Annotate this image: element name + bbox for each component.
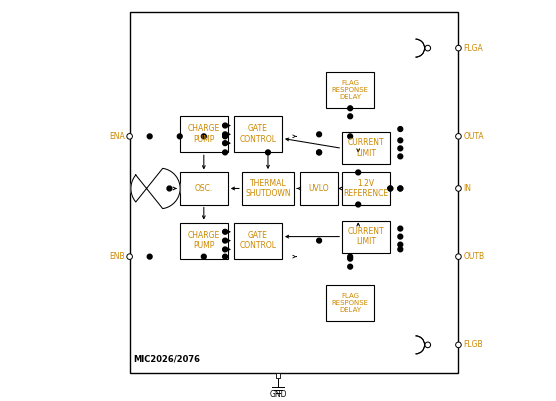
Bar [342, 221, 390, 253]
Circle shape [177, 134, 182, 139]
Circle shape [456, 186, 461, 191]
Circle shape [456, 134, 461, 139]
Circle shape [398, 127, 403, 132]
Text: OUTA: OUTA [463, 132, 484, 141]
Text: FLGB: FLGB [463, 340, 483, 349]
Text: CHARGE
PUMP: CHARGE PUMP [188, 124, 220, 144]
Circle shape [317, 150, 321, 155]
Circle shape [398, 146, 403, 151]
Circle shape [398, 138, 403, 143]
Text: GND: GND [269, 390, 287, 399]
Circle shape [398, 186, 403, 191]
Text: CURRENT
LIMIT: CURRENT LIMIT [348, 227, 385, 247]
Bar [276, 373, 280, 378]
Circle shape [127, 254, 132, 259]
Circle shape [348, 254, 353, 259]
Circle shape [425, 45, 430, 51]
Bar [180, 172, 228, 205]
Circle shape [348, 134, 353, 139]
Circle shape [348, 106, 353, 111]
Bar [342, 132, 390, 164]
Circle shape [222, 134, 227, 139]
Circle shape [425, 342, 430, 348]
Circle shape [356, 202, 361, 207]
Circle shape [456, 342, 461, 348]
Bar [234, 116, 282, 152]
Text: ENB: ENB [109, 252, 125, 261]
Circle shape [222, 254, 227, 259]
Circle shape [356, 170, 361, 175]
Circle shape [348, 114, 353, 119]
Bar [180, 116, 228, 152]
Text: FLGA: FLGA [463, 44, 483, 53]
Circle shape [222, 132, 227, 137]
Circle shape [398, 226, 403, 231]
Circle shape [398, 154, 403, 159]
Bar [300, 172, 338, 205]
Circle shape [348, 256, 353, 261]
Text: IN: IN [463, 184, 471, 193]
Circle shape [201, 134, 206, 139]
Bar [130, 12, 459, 373]
Circle shape [167, 186, 172, 191]
Circle shape [222, 238, 227, 243]
Text: GATE
CONTROL: GATE CONTROL [240, 124, 276, 144]
Bar [326, 285, 374, 321]
Text: GATE
CONTROL: GATE CONTROL [240, 231, 276, 251]
Circle shape [398, 242, 403, 247]
Bar [326, 72, 374, 108]
Text: UVLO: UVLO [309, 184, 329, 193]
Text: OUTB: OUTB [463, 252, 484, 261]
Circle shape [222, 123, 227, 128]
Circle shape [317, 150, 321, 155]
Text: CURRENT
LIMIT: CURRENT LIMIT [348, 138, 385, 158]
Text: MIC2026/2076: MIC2026/2076 [133, 354, 201, 363]
Circle shape [398, 234, 403, 239]
Circle shape [398, 247, 403, 252]
Circle shape [388, 186, 393, 191]
Text: FLAG
RESPONSE
DELAY: FLAG RESPONSE DELAY [332, 292, 369, 313]
Circle shape [222, 229, 227, 234]
Circle shape [222, 150, 227, 155]
Text: THERMAL
SHUTDOWN: THERMAL SHUTDOWN [245, 178, 291, 198]
Text: 1.2V
REFERENCE: 1.2V REFERENCE [344, 178, 389, 198]
Circle shape [398, 186, 403, 191]
Text: CHARGE
PUMP: CHARGE PUMP [188, 231, 220, 251]
Circle shape [266, 150, 270, 155]
Circle shape [456, 254, 461, 259]
Bar [180, 223, 228, 259]
Circle shape [388, 186, 393, 191]
Circle shape [317, 238, 321, 243]
Polygon shape [405, 336, 425, 354]
Circle shape [222, 141, 227, 146]
Circle shape [201, 254, 206, 259]
Bar [242, 172, 294, 205]
Polygon shape [405, 39, 425, 57]
Text: OSC.: OSC. [195, 184, 213, 193]
Circle shape [348, 264, 353, 269]
Bar [342, 172, 390, 205]
Circle shape [317, 132, 321, 137]
Bar [234, 223, 282, 259]
Circle shape [456, 45, 461, 51]
Circle shape [222, 247, 227, 252]
Text: ENA: ENA [109, 132, 125, 141]
Circle shape [127, 134, 132, 139]
Text: FLAG
RESPONSE
DELAY: FLAG RESPONSE DELAY [332, 80, 369, 101]
Circle shape [147, 254, 152, 259]
Polygon shape [131, 168, 180, 209]
Circle shape [147, 134, 152, 139]
